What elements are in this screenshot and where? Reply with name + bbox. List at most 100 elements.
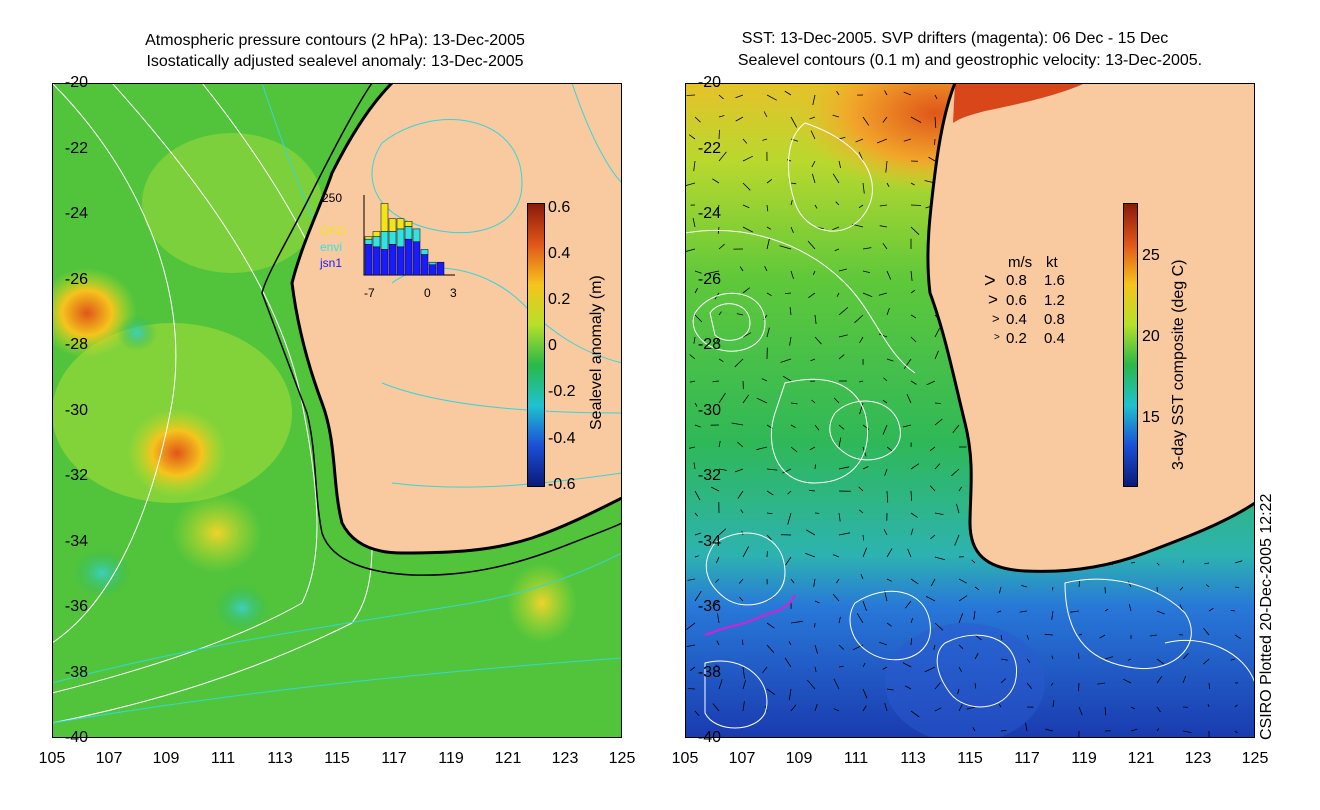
velocity-arrow (1130, 728, 1138, 732)
velocity-arrow (903, 138, 912, 142)
velocity-arrow (910, 512, 918, 518)
left-y-axis-tick: -32 (64, 467, 88, 484)
velocity-arrow (742, 182, 751, 191)
inset-bar-cyan (412, 228, 421, 242)
velocity-arrow (934, 463, 941, 470)
velocity-arrow (1230, 658, 1236, 661)
sealevel-contour (704, 660, 768, 729)
velocity-arrow (910, 289, 916, 294)
inset-bar-yellow (396, 218, 405, 230)
velocity-arrow (782, 375, 792, 382)
right-x-axis-tick: 109 (785, 750, 813, 767)
left-colorbar-tick: 0 (548, 337, 557, 354)
velocity-arrow (934, 418, 943, 426)
velocity-arrow (934, 94, 938, 100)
velocity-arrow (862, 182, 865, 194)
velocity-arrow (958, 486, 962, 492)
sealevel-contour (52, 657, 622, 724)
drifter-track (704, 594, 796, 636)
inset-bar-cyan (380, 231, 389, 250)
inset-bar-blue (364, 244, 373, 276)
velocity-arrow (812, 173, 816, 184)
velocity-arrow (1078, 653, 1080, 660)
velocity-arrow (711, 486, 720, 492)
velocity-arrow (910, 490, 912, 501)
velocity-arrow (1026, 682, 1033, 690)
left-colorbar-tick: 0.6 (548, 199, 571, 216)
pressure-contour (52, 83, 177, 644)
sealevel-contour (787, 122, 873, 232)
velocity-arrow (838, 136, 846, 140)
velocity-arrow (879, 204, 888, 207)
velocity-arrow (862, 600, 867, 611)
velocity-arrow (833, 708, 840, 712)
velocity-arrow (910, 204, 922, 206)
velocity-arrow (790, 704, 797, 712)
velocity-arrow (1179, 586, 1184, 591)
velocity-arrow (688, 134, 696, 140)
velocity-arrow (779, 245, 792, 250)
velocity-legend-kt: 0.8 (1044, 311, 1065, 328)
right-x-axis-tick: 105 (671, 750, 699, 767)
velocity-arrow (788, 688, 792, 701)
sealevel-contour (1064, 578, 1192, 670)
velocity-arrow (766, 644, 775, 654)
velocity-arrow (1156, 658, 1165, 665)
velocity-arrow (882, 399, 888, 404)
left-x-axis-tick: 125 (608, 750, 636, 767)
inset-bar-yellow (388, 218, 397, 232)
velocity-arrow (689, 354, 696, 360)
velocity-arrow (694, 288, 698, 294)
velocity-arrow (838, 466, 850, 470)
right-title-line1: SST: 13-Dec-2005. SVP drifters (magenta)… (741, 30, 1169, 47)
velocity-arrow (742, 204, 750, 209)
right-colorbar-tick: 20 (1142, 328, 1160, 345)
velocity-arrow (687, 578, 696, 581)
velocity-arrow (884, 702, 888, 712)
right-y-axis-tick: -32 (697, 467, 721, 484)
left-anomaly-patch (72, 548, 132, 598)
velocity-legend-arrow-icon: > (994, 332, 1000, 343)
left-x-axis-tick: 105 (38, 750, 66, 767)
velocity-arrow (789, 307, 792, 316)
right-x-axis-tick: 119 (1071, 750, 1097, 767)
velocity-arrow (766, 468, 778, 471)
velocity-arrow (907, 548, 912, 558)
velocity-arrow (742, 666, 745, 679)
velocity-arrow (902, 662, 912, 668)
left-anomaly-patch (142, 133, 322, 273)
velocity-arrow (694, 490, 701, 501)
velocity-arrow (1000, 729, 1007, 732)
inset-bar-blue (412, 241, 421, 276)
left-y-axis-tick: -38 (64, 663, 88, 681)
velocity-arrow (910, 314, 917, 319)
velocity-arrow (790, 424, 796, 428)
velocity-arrow (862, 705, 867, 712)
velocity-arrow (1000, 658, 1008, 661)
left-title-line1: Atmospheric pressure contours (2 hPa): 1… (145, 32, 525, 49)
velocity-arrow (718, 94, 724, 100)
velocity-arrow (958, 666, 963, 672)
velocity-arrow (811, 160, 816, 168)
right-y-axis-tick: -20 (697, 74, 721, 91)
velocity-arrow (834, 248, 840, 252)
velocity-arrow (1182, 653, 1189, 660)
shelf-contour (261, 83, 622, 576)
velocity-arrow (930, 578, 936, 587)
velocity-arrow (858, 486, 864, 492)
velocity-arrow (742, 287, 750, 294)
velocity-arrow (763, 111, 768, 118)
velocity-arrow (879, 225, 888, 228)
velocity-arrow (766, 490, 774, 496)
velocity-arrow (838, 354, 845, 360)
inset-x-max: 3 (450, 286, 457, 300)
velocity-arrow (966, 706, 976, 710)
velocity-arrow (1234, 560, 1243, 564)
velocity-arrow (910, 618, 913, 624)
left-anomaly-patch (127, 408, 227, 498)
inset-bar-cyan (428, 261, 437, 266)
velocity-arrow (1130, 706, 1136, 710)
velocity-arrow (1234, 704, 1238, 708)
right-x-axis-tick: 125 (1241, 750, 1269, 767)
velocity-arrow (694, 710, 700, 717)
